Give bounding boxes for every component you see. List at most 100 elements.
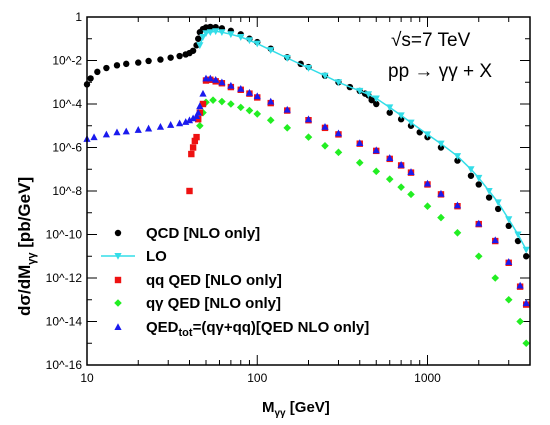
legend-marker	[114, 253, 122, 260]
data-point	[90, 133, 98, 141]
data-point	[253, 110, 262, 118]
data-point	[423, 131, 432, 139]
data-point	[514, 237, 522, 245]
y-tick-label: 10^-6	[52, 141, 82, 155]
legend-label: qq QED [NLO only]	[146, 272, 282, 289]
y-tick-label: 10^-16	[46, 358, 83, 372]
y-axis-title: dσ/dMγγ [pb/GeV]	[15, 177, 38, 316]
data-point	[364, 91, 373, 99]
legend-marker	[114, 299, 122, 307]
data-point	[494, 199, 502, 207]
data-point	[195, 116, 202, 123]
data-point	[102, 130, 110, 138]
data-point	[516, 281, 524, 289]
data-point	[522, 299, 530, 307]
data-point	[304, 133, 313, 141]
data-point	[516, 317, 524, 326]
data-point	[167, 54, 174, 61]
data-point	[237, 84, 245, 92]
data-point	[437, 140, 445, 148]
data-point	[176, 52, 183, 60]
data-point	[386, 104, 394, 112]
data-point	[144, 124, 153, 132]
data-point	[206, 29, 214, 37]
data-point	[218, 78, 226, 86]
data-point	[407, 190, 415, 199]
data-point	[355, 158, 364, 167]
x-tick-label: 1000	[414, 371, 441, 385]
data-point	[87, 75, 94, 82]
data-point	[253, 40, 261, 48]
data-point	[467, 172, 475, 179]
data-point	[134, 126, 142, 133]
series-3	[196, 96, 531, 348]
data-point	[423, 179, 432, 187]
data-point	[123, 60, 130, 68]
data-point	[227, 100, 235, 108]
data-point	[475, 219, 483, 227]
data-point	[372, 95, 380, 103]
data-point	[385, 175, 394, 183]
data-point	[194, 108, 202, 116]
data-point	[196, 102, 204, 110]
data-point	[283, 124, 292, 132]
data-point	[475, 174, 483, 182]
data-point	[266, 116, 275, 124]
data-point	[103, 64, 110, 72]
data-point	[505, 258, 513, 265]
data-point	[202, 30, 210, 37]
data-point	[523, 253, 530, 260]
data-point	[386, 109, 393, 116]
plot-frame	[86, 16, 531, 366]
axis-ticks	[86, 16, 531, 366]
data-point	[386, 154, 394, 161]
data-point	[283, 105, 291, 113]
data-point	[199, 100, 207, 108]
data-point	[437, 213, 445, 222]
data-point	[491, 274, 500, 282]
annotation-process: pp → γγ + X	[388, 61, 492, 82]
data-point	[113, 128, 121, 136]
axis-tick-labels: 10 100 1000 1 10^-2 10^-4 10^-6 10^-8 10^-10 10^-…	[46, 10, 441, 385]
data-point	[437, 144, 445, 151]
data-point	[485, 188, 493, 195]
data-point	[185, 116, 194, 124]
annotation-energy: √s=7 TeV	[391, 30, 471, 51]
y-tick-label: 10^-14	[46, 315, 83, 329]
data-point	[505, 222, 512, 230]
data-point	[156, 122, 165, 130]
data-point	[407, 168, 415, 175]
data-point	[188, 150, 195, 158]
data-point	[176, 119, 184, 127]
data-point	[356, 87, 364, 95]
data-point	[522, 246, 530, 254]
y-tick-label: 10^-2	[52, 54, 82, 68]
legend-entry: QCD [NLO only]	[114, 225, 260, 242]
series-4	[83, 74, 530, 307]
legend-label: QCD [NLO only]	[146, 225, 260, 242]
data-point	[304, 65, 313, 72]
y-tick-label: 1	[75, 10, 82, 24]
data-point	[189, 144, 197, 151]
data-point	[145, 57, 152, 65]
data-point	[212, 75, 220, 83]
data-point	[372, 146, 380, 154]
data-point	[135, 59, 142, 66]
data-point	[514, 231, 522, 239]
data-point	[195, 35, 202, 42]
data-point	[522, 339, 531, 348]
legend-marker	[114, 323, 122, 330]
data-point	[397, 116, 405, 123]
data-point	[267, 97, 275, 105]
data-point	[283, 55, 291, 62]
legend-label: qγ QED [NLO only]	[146, 295, 281, 312]
data-point	[397, 183, 405, 191]
data-point	[199, 89, 207, 97]
data-point	[237, 34, 245, 41]
data-point	[321, 72, 329, 80]
data-point	[191, 137, 199, 145]
data-point	[157, 56, 164, 63]
data-point	[505, 216, 513, 224]
data-point	[334, 79, 343, 87]
data-point	[321, 141, 329, 150]
